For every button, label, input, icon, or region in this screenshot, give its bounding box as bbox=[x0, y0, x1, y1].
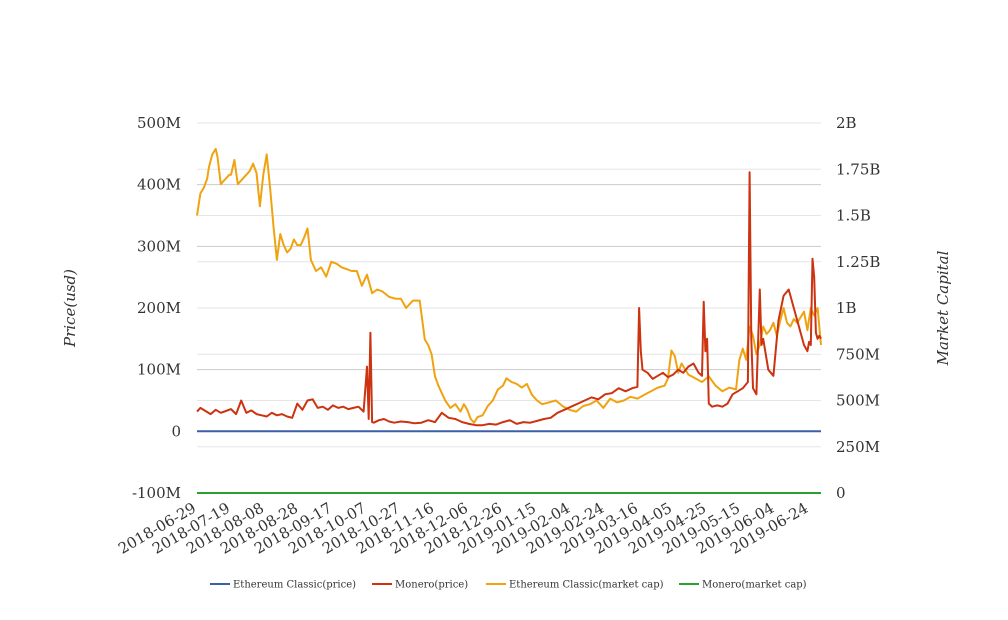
y-tick-label-right: 750M bbox=[836, 345, 880, 363]
y-tick-label-left: 0 bbox=[171, 422, 181, 440]
legend-label: Ethereum Classic(price) bbox=[233, 580, 356, 591]
legend-label: Monero(price) bbox=[395, 580, 468, 591]
y-tick-label-right: 1B bbox=[836, 299, 857, 317]
y-tick-label-right: 1.75B bbox=[836, 160, 880, 178]
y-tick-label-right: 0 bbox=[836, 484, 846, 502]
y-tick-label-right: 250M bbox=[836, 438, 880, 456]
y-tick-label-right: 1.25B bbox=[836, 253, 880, 271]
left-axis-ticks: -100M 0 100M 200M 300M 400M 500M bbox=[132, 114, 181, 502]
right-axis-ticks: 0 250M 500M 750M 1B 1.25B 1.5B 1.75B 2B bbox=[836, 114, 880, 502]
y-tick-label-right: 500M bbox=[836, 392, 880, 410]
series-line-ethereum-classic-market-cap bbox=[196, 147, 822, 424]
legend-label: Monero(market cap) bbox=[702, 580, 807, 591]
y-axis-title-left: Price(usd) bbox=[61, 269, 79, 348]
legend-label: Ethereum Classic(market cap) bbox=[509, 580, 664, 591]
y-axis-title-right: Market Capital bbox=[934, 250, 952, 366]
y-tick-label-left: 200M bbox=[137, 299, 181, 317]
y-tick-label-left: 400M bbox=[137, 176, 181, 194]
grid-layer bbox=[197, 122, 821, 494]
x-axis-ticks: 2018-06-292018-07-192018-08-082018-08-28… bbox=[115, 499, 811, 558]
y-tick-label-left: 100M bbox=[137, 361, 181, 379]
series-layer bbox=[196, 147, 822, 494]
series-line-monero-price bbox=[196, 171, 822, 427]
y-tick-label-left: -100M bbox=[132, 484, 181, 502]
legend: Ethereum Classic(price) Monero(price) Ethe… bbox=[210, 580, 807, 591]
y-tick-label-right: 2B bbox=[836, 114, 857, 132]
y-tick-label-left: 300M bbox=[137, 237, 181, 255]
y-tick-label-right: 1.5B bbox=[836, 207, 871, 225]
y-tick-label-left: 500M bbox=[137, 114, 181, 132]
